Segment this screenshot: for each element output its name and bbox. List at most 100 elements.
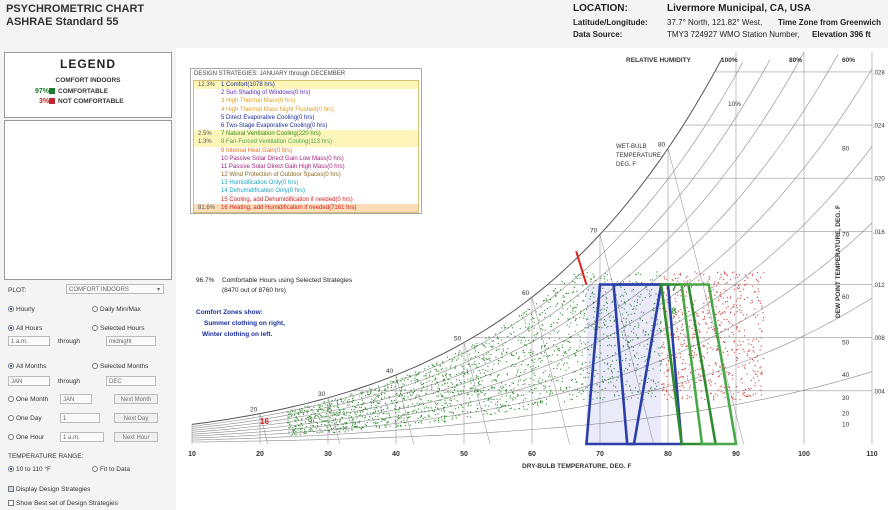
- data-point: [682, 369, 683, 370]
- strategy-row: 9 Internal Heat Gain(0 hrs): [194, 147, 418, 155]
- data-point: [447, 357, 448, 358]
- data-point: [736, 357, 737, 358]
- strategies-list: 12.3% 1 Comfort(1078 hrs) 2 Sun Shading of…: [193, 80, 419, 213]
- data-point: [349, 417, 350, 418]
- data-point: [499, 360, 500, 361]
- data-point: [524, 337, 525, 338]
- data-point: [365, 424, 366, 425]
- data-point: [307, 411, 308, 412]
- all-months-radio[interactable]: All Months: [8, 363, 46, 370]
- data-point: [476, 411, 477, 412]
- data-point: [714, 295, 715, 296]
- data-point: [541, 339, 542, 340]
- data-point: [667, 355, 668, 356]
- data-point: [329, 404, 330, 405]
- hour-to-select[interactable]: midnight: [106, 336, 156, 346]
- data-point: [732, 378, 733, 379]
- data-point: [567, 308, 568, 309]
- data-point: [563, 364, 564, 365]
- data-point: [511, 353, 512, 354]
- data-point: [334, 412, 335, 413]
- data-point: [301, 410, 302, 411]
- data-point: [308, 420, 309, 421]
- data-point: [378, 422, 379, 423]
- data-point: [418, 373, 419, 374]
- data-point: [458, 354, 459, 355]
- data-point: [467, 370, 468, 371]
- data-point: [446, 377, 447, 378]
- data-point: [311, 417, 312, 418]
- data-point: [414, 391, 415, 392]
- data-point: [410, 376, 411, 377]
- data-point: [525, 383, 526, 384]
- data-point: [422, 387, 423, 388]
- chart-subtitle: ASHRAE Standard 55: [6, 16, 118, 28]
- data-point: [747, 355, 748, 356]
- data-point: [460, 391, 461, 392]
- data-point: [724, 289, 725, 290]
- data-point: [501, 396, 502, 397]
- one-month-radio[interactable]: One Month: [8, 396, 48, 403]
- data-point: [533, 340, 534, 341]
- range-a-radio[interactable]: 10 to 110 °F: [8, 466, 51, 473]
- month-to-select[interactable]: DEC: [106, 376, 156, 386]
- next-day-button[interactable]: Next Day: [114, 413, 158, 423]
- data-point: [378, 391, 379, 392]
- data-point: [351, 409, 352, 410]
- next-hour-button[interactable]: Next Hour: [114, 432, 158, 442]
- data-point: [745, 364, 746, 365]
- plot-select[interactable]: COMFORT INDOORS ▾: [66, 284, 164, 294]
- data-point: [479, 403, 480, 404]
- data-point: [535, 402, 536, 403]
- chevron-down-icon: ▾: [157, 285, 160, 295]
- data-point: [318, 416, 319, 417]
- data-point: [407, 412, 408, 413]
- data-point: [564, 340, 565, 341]
- selected-hours-radio[interactable]: Selected Hours: [92, 325, 144, 332]
- data-point: [666, 279, 667, 280]
- all-hours-radio[interactable]: All Hours: [8, 325, 42, 332]
- daily-radio[interactable]: Daily Min/Max: [92, 306, 141, 313]
- data-point: [543, 355, 544, 356]
- data-point: [536, 303, 537, 304]
- data-point: [394, 386, 395, 387]
- data-point: [467, 392, 468, 393]
- data-point: [704, 346, 705, 347]
- next-month-button[interactable]: Next Month: [114, 394, 158, 404]
- data-point: [691, 346, 692, 347]
- data-point: [731, 349, 732, 350]
- range-b-radio[interactable]: Fit to Data: [92, 466, 130, 473]
- data-point: [740, 305, 741, 306]
- data-point: [661, 346, 662, 347]
- data-point: [408, 412, 409, 413]
- data-point: [449, 403, 450, 404]
- data-point: [352, 423, 353, 424]
- data-point: [542, 325, 543, 326]
- one-hour-select[interactable]: 1 a.m.: [60, 432, 104, 442]
- data-point: [436, 371, 437, 372]
- hourly-radio[interactable]: Hourly: [8, 306, 35, 313]
- one-day-select[interactable]: 1: [60, 413, 100, 423]
- one-day-radio[interactable]: One Day: [8, 415, 42, 422]
- data-point: [550, 326, 551, 327]
- data-point: [752, 286, 753, 287]
- data-point: [487, 371, 488, 372]
- data-point: [746, 396, 747, 397]
- one-month-select[interactable]: JAN: [60, 394, 92, 404]
- show-best-checkbox[interactable]: Show Best set of Design Strategies: [8, 500, 118, 507]
- strategy-label: 6 Two-Stage Evaporative Cooling(0 hrs): [221, 122, 327, 130]
- data-point: [300, 434, 301, 435]
- data-point: [555, 306, 556, 307]
- one-hour-radio[interactable]: One Hour: [8, 434, 44, 441]
- data-point: [486, 358, 487, 359]
- data-point: [292, 427, 293, 428]
- data-point: [458, 393, 459, 394]
- selected-months-radio[interactable]: Selected Months: [92, 363, 148, 370]
- data-point: [429, 380, 430, 381]
- data-point: [379, 414, 380, 415]
- month-from-select[interactable]: JAN: [8, 376, 50, 386]
- data-point: [726, 319, 727, 320]
- data-point: [324, 421, 325, 422]
- display-strategies-checkbox[interactable]: Display Design Strategies: [8, 486, 90, 493]
- hour-from-select[interactable]: 1 a.m.: [8, 336, 50, 346]
